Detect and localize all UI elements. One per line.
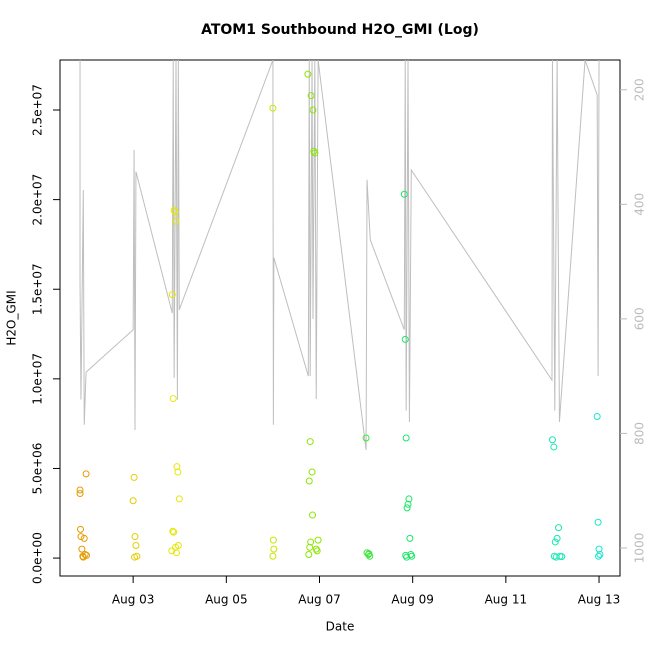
x-tick-label: Aug 03 xyxy=(112,593,155,607)
depth-line xyxy=(79,60,600,451)
point xyxy=(80,534,88,542)
x-tick-label: Aug 09 xyxy=(391,593,434,607)
y-tick-label: 2.0e+07 xyxy=(31,174,45,226)
x-tick-label: Aug 13 xyxy=(578,593,621,607)
y-tick-label: 5.0e+06 xyxy=(31,443,45,495)
point xyxy=(174,542,182,550)
point xyxy=(175,495,183,503)
point xyxy=(83,551,91,559)
point xyxy=(305,550,313,558)
point xyxy=(269,536,277,544)
y2-tick-label: 600 xyxy=(633,307,647,330)
point xyxy=(270,545,278,553)
chart-title: ATOM1 Southbound H2O_GMI (Log) xyxy=(201,22,479,38)
point xyxy=(306,438,314,446)
point xyxy=(76,486,84,494)
point xyxy=(594,518,602,526)
point xyxy=(406,534,414,542)
point xyxy=(169,395,177,403)
point xyxy=(269,104,277,112)
y-tick-label: 0.0e+00 xyxy=(31,532,45,584)
point xyxy=(551,538,559,546)
point xyxy=(595,552,603,560)
point xyxy=(174,468,182,476)
point xyxy=(555,524,563,532)
point xyxy=(400,190,408,198)
x-tick-label: Aug 11 xyxy=(485,593,528,607)
point xyxy=(168,547,176,555)
point xyxy=(403,504,411,512)
point xyxy=(362,434,370,442)
point xyxy=(76,525,84,533)
point xyxy=(313,547,321,555)
point xyxy=(553,534,561,542)
point xyxy=(595,545,603,553)
point xyxy=(307,538,315,546)
point xyxy=(365,550,373,558)
point xyxy=(404,500,412,508)
point xyxy=(169,527,177,535)
point xyxy=(129,497,137,505)
point xyxy=(401,335,409,343)
point xyxy=(308,468,316,476)
point xyxy=(78,545,86,553)
point xyxy=(311,149,319,157)
point xyxy=(558,553,566,561)
point xyxy=(168,291,176,299)
point xyxy=(309,511,317,519)
point xyxy=(172,549,180,557)
x-tick-label: Aug 07 xyxy=(298,593,341,607)
point xyxy=(593,412,601,420)
point xyxy=(132,542,140,550)
point xyxy=(314,536,322,544)
plot-frame xyxy=(59,59,621,577)
point xyxy=(170,528,178,536)
point xyxy=(548,436,556,444)
point xyxy=(306,543,314,551)
y-tick-label: 1.0e+07 xyxy=(31,353,45,405)
point xyxy=(405,495,413,503)
point xyxy=(76,490,84,498)
y2-tick-label: 800 xyxy=(633,422,647,445)
point xyxy=(550,443,558,451)
point xyxy=(173,463,181,471)
point xyxy=(130,473,138,481)
point xyxy=(402,434,410,442)
y2-tick-label: 200 xyxy=(633,78,647,101)
y2-tick-label: 1000 xyxy=(633,533,647,564)
y-tick-label: 2.5e+07 xyxy=(31,84,45,136)
y2-tick-label: 400 xyxy=(633,193,647,216)
point xyxy=(269,552,277,560)
plot-area xyxy=(76,60,604,561)
point xyxy=(305,477,313,485)
point xyxy=(403,553,411,561)
y-tick-label: 1.5e+07 xyxy=(31,263,45,315)
point xyxy=(82,470,90,478)
point xyxy=(131,553,139,561)
point xyxy=(309,106,317,114)
point xyxy=(304,70,312,78)
point xyxy=(171,208,179,216)
point xyxy=(307,92,315,100)
x-tick-label: Aug 05 xyxy=(205,593,248,607)
x-axis-label: Date xyxy=(326,620,355,634)
point xyxy=(596,550,604,558)
point xyxy=(172,217,180,225)
y-axis-label: H2O_GMI xyxy=(5,290,19,345)
point xyxy=(131,533,139,541)
